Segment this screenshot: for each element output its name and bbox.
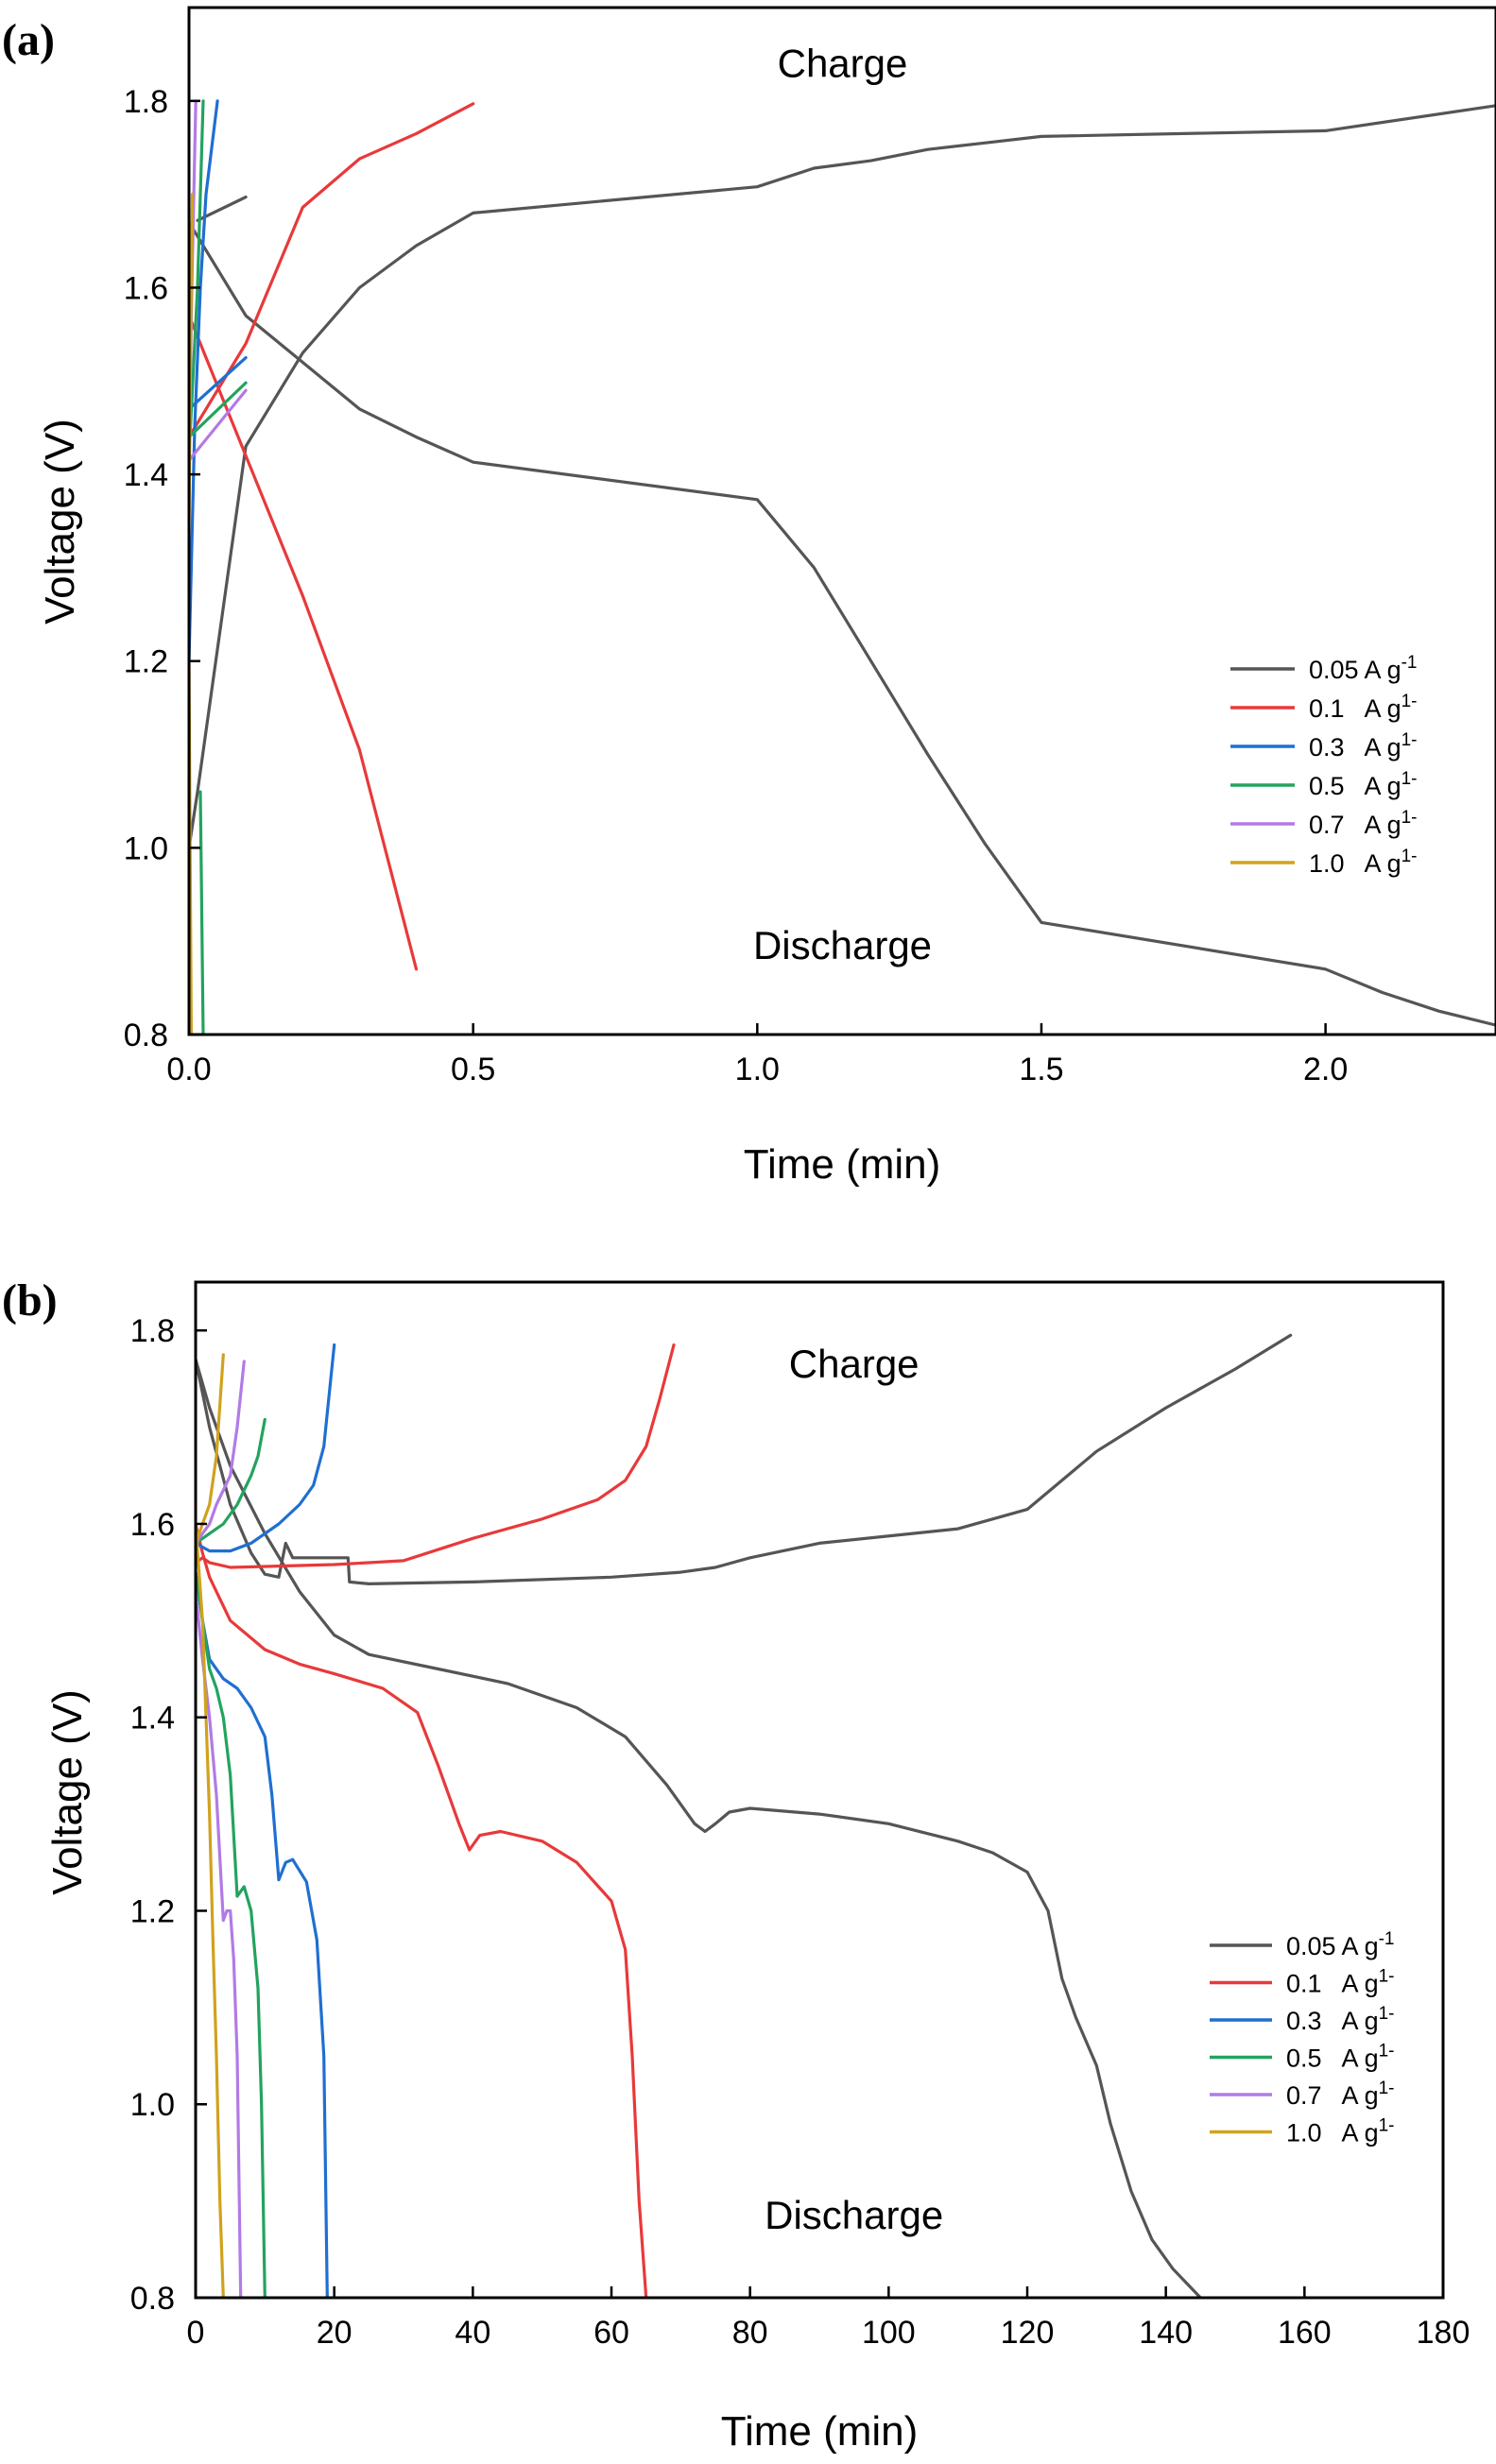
panel-a: (a) 0.0 0.5 1.0 1.5 2.0 0.8 1.0 1.2 1.4 1.6 1.8 T… [2,6,1496,1188]
panel-b-y-axis-title: Voltage (V) [44,1689,91,1895]
legend-label: 0.3 A g1- [1286,2004,1395,2035]
panel-b-legend: 0.05 A g-1 0.1 A g1- 0.3 A g1- 0.5 A g1- 0.7… [1210,1929,1395,2147]
panel-b-y-ticks: 0.8 1.0 1.2 1.4 1.6 1.8 [130,1313,207,2317]
x-tick-label: 0.0 [166,1052,211,1087]
y-tick-label: 1.8 [130,1313,175,1349]
series-1-line-1 [189,314,419,971]
panel-a-x-ticks: 0.0 0.5 1.0 1.5 2.0 [166,1023,1348,1087]
x-tick-label: 120 [1001,2315,1055,2351]
x-tick-label: 2.0 [1303,1052,1348,1087]
panel-b-label: (b) [2,1275,58,1326]
series-4-line-0 [196,1360,246,1545]
panel-a-legend: 0.05 A g-1 0.1 A g1- 0.3 A g1- 0.5 A g1- 0.7… [1230,653,1418,878]
series-0-line-1 [196,1358,1202,2298]
panel-b-x-axis-title: Time (min) [721,2408,919,2455]
legend-label: 0.1 A g1- [1309,692,1418,723]
x-tick-label: 60 [593,2315,629,2351]
series-3-line-1 [198,790,205,1035]
x-tick-label: 160 [1278,2315,1332,2351]
x-tick-label: 140 [1139,2315,1193,2351]
legend-label: 0.5 A g1- [1286,2042,1395,2073]
x-tick-label: 1.0 [735,1052,780,1087]
x-tick-label: 0 [187,2315,205,2351]
panel-b: (b) 0 20 40 60 80 100 120 140 160 180 0.8 1.0 1.2 1.… [2,1275,1470,2455]
series-5-line-0 [196,1353,225,1545]
series-1-line-0 [189,102,475,439]
x-tick-label: 1.5 [1019,1052,1063,1087]
y-tick-label: 1.4 [124,457,168,493]
panel-a-y-axis-title: Voltage (V) [37,419,83,625]
x-tick-label: 100 [862,2315,916,2351]
panel-b-discharge-annotation: Discharge [765,2193,943,2237]
panel-b-plot-area [196,1333,1293,2298]
series-3-line-2 [189,381,248,439]
legend-label: 0.05 A g-1 [1286,1929,1395,1960]
x-tick-label: 40 [455,2315,490,2351]
panel-b-charge-annotation: Charge [789,1342,920,1386]
y-tick-label: 1.0 [130,2087,175,2123]
series-1-line-0 [196,1343,676,1569]
y-tick-label: 1.8 [124,84,168,120]
series-0-line-0 [189,104,1496,849]
panel-b-frame [194,1280,1445,2300]
y-tick-label: 1.6 [124,270,168,306]
series-2-line-1 [196,1570,329,2298]
legend-label: 0.3 A g1- [1309,730,1418,761]
panel-a-frame [187,6,1496,1036]
panel-a-label: (a) [2,15,55,65]
panel-a-plot-area [189,99,1496,1035]
series-2-line-1 [189,356,248,411]
y-tick-label: 1.4 [130,1701,175,1737]
series-0-line-0 [196,1333,1293,1585]
series-3-line-1 [196,1570,267,2298]
legend-label: 0.7 A g1- [1286,2079,1395,2110]
series-2-line-0 [196,1343,336,1553]
series-3-line-0 [196,1417,267,1545]
legend-label: 0.05 A g-1 [1309,653,1418,684]
panel-a-x-axis-title: Time (min) [744,1141,941,1188]
x-tick-label: 0.5 [451,1052,495,1087]
x-tick-label: 180 [1417,2315,1470,2351]
legend-label: 1.0 A g1- [1286,2116,1395,2147]
series-1-line-1 [196,1522,648,2298]
series-4-line-1 [189,388,248,462]
legend-label: 0.7 A g1- [1309,808,1418,839]
x-tick-label: 80 [732,2315,768,2351]
legend-label: 1.0 A g1- [1309,847,1418,878]
x-tick-label: 20 [317,2315,353,2351]
y-tick-label: 0.8 [130,2281,175,2317]
panel-a-charge-annotation: Charge [778,41,908,85]
legend-label: 0.5 A g1- [1309,769,1418,800]
panel-a-discharge-annotation: Discharge [753,923,932,967]
panel-b-x-ticks: 0 20 40 60 80 100 120 140 160 180 [187,2286,1470,2351]
y-tick-label: 1.2 [130,1893,175,1929]
y-tick-label: 1.6 [130,1507,175,1543]
legend-label: 0.1 A g1- [1286,1967,1395,1998]
series-5-line-1 [196,1522,225,2298]
y-tick-label: 1.2 [124,644,168,680]
series-0-line-1 [189,220,1496,1027]
y-tick-label: 1.0 [124,830,168,866]
y-tick-label: 0.8 [124,1018,168,1053]
panel-a-y-ticks: 0.8 1.0 1.2 1.4 1.6 1.8 [124,84,200,1053]
